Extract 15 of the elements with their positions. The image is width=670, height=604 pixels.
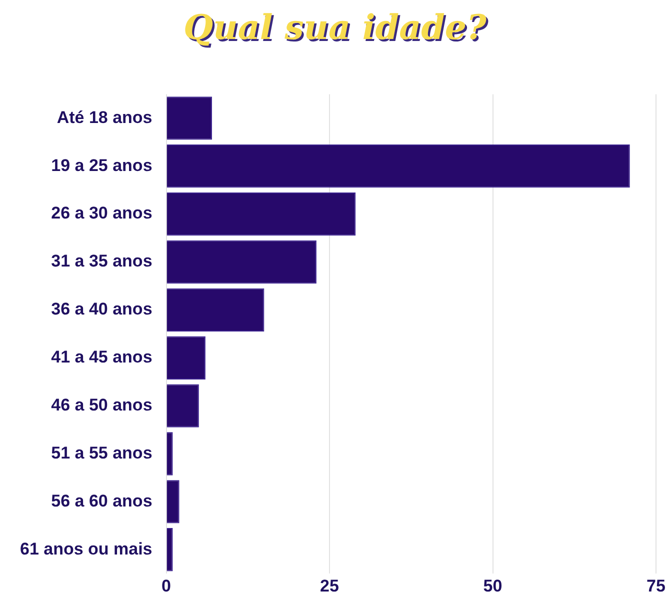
y-tick-label: 61 anos ou mais: [20, 539, 152, 558]
x-tick-label: 25: [320, 576, 339, 596]
x-tick-label: 75: [646, 576, 666, 596]
y-tick-label: 19 a 25 anos: [51, 156, 152, 175]
x-tick-label: 0: [162, 576, 172, 596]
y-tick-label: 46 a 50 anos: [51, 395, 152, 414]
y-tick-label: 26 a 30 anos: [51, 204, 152, 223]
chart-title: Qual sua idade?: [182, 8, 488, 48]
x-tick-label: 50: [483, 576, 502, 596]
y-tick-label: 51 a 55 anos: [51, 443, 152, 462]
y-tick-label: 41 a 45 anos: [51, 348, 152, 367]
y-tick-label: 56 a 60 anos: [51, 491, 152, 510]
y-tick-label: 31 a 35 anos: [51, 252, 152, 271]
y-tick-label: 36 a 40 anos: [51, 300, 152, 319]
y-tick-label: Até 18 anos: [56, 108, 152, 127]
